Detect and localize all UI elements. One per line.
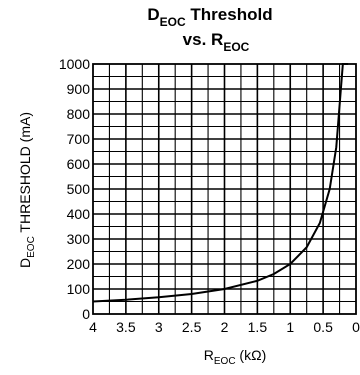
title-line1-main: D	[147, 5, 159, 24]
xlabel-main: R	[204, 347, 214, 363]
chart-title-line2: vs. REOC	[183, 30, 250, 54]
y-tick-labels: 0 100 200 300 400 500 600 700 800 900 1000	[59, 56, 90, 322]
x-tick-label: 4	[89, 319, 97, 335]
x-tick-label: 1	[286, 319, 294, 335]
y-tick-label: 900	[67, 81, 91, 97]
title-line2-main: vs. R	[183, 30, 224, 49]
x-tick-label: 3	[155, 319, 163, 335]
y-tick-label: 200	[67, 256, 91, 272]
x-tick-label: 0.5	[313, 319, 333, 335]
x-tick-label: 1.5	[248, 319, 268, 335]
y-tick-label: 400	[67, 206, 91, 222]
title-line2-sub: EOC	[223, 40, 249, 54]
y-axis-label: DEOC THRESHOLD (mA)	[17, 112, 37, 268]
title-line1-sub: EOC	[160, 15, 186, 29]
title-line1-rest: Threshold	[186, 5, 273, 24]
x-tick-label: 2	[221, 319, 229, 335]
x-tick-labels: 4 3.5 3 2.5 2 1.5 1 0.5 0	[89, 319, 360, 335]
plot-frame	[92, 63, 357, 315]
chart-title-line1: DEOC Threshold	[147, 5, 272, 29]
x-tick-label: 0	[352, 319, 360, 335]
major-grid	[93, 64, 356, 314]
ylabel-sub: EOC	[26, 236, 37, 258]
y-tick-label: 700	[67, 131, 91, 147]
y-tick-label: 800	[67, 106, 91, 122]
x-axis-label: REOC (kΩ)	[204, 347, 266, 367]
x-tick-label: 2.5	[182, 319, 202, 335]
x-tick-label: 3.5	[116, 319, 136, 335]
y-tick-label: 1000	[59, 56, 90, 72]
y-tick-label: 300	[67, 231, 91, 247]
y-tick-label: 100	[67, 281, 91, 297]
xlabel-sub: EOC	[214, 356, 236, 367]
y-tick-label: 500	[67, 181, 91, 197]
ylabel-rest: THRESHOLD (mA)	[17, 112, 33, 236]
y-tick-label: 600	[67, 156, 91, 172]
y-tick-label: 0	[82, 306, 90, 322]
ylabel-main: D	[17, 258, 33, 268]
xlabel-rest: (kΩ)	[236, 347, 267, 363]
threshold-curve	[92, 63, 349, 303]
